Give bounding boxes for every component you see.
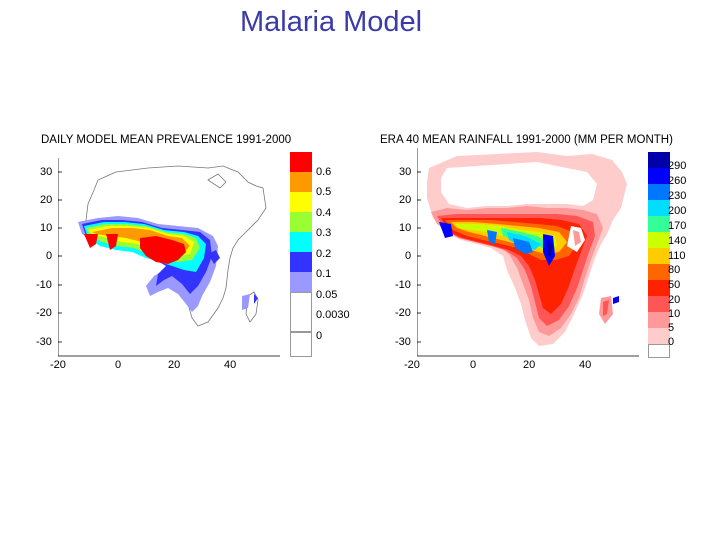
legend-swatch xyxy=(648,312,670,328)
legend-swatch xyxy=(648,152,670,168)
left-map-axes xyxy=(58,158,280,357)
left-y-tick: -30 xyxy=(36,336,52,348)
legend-label: 0 xyxy=(668,336,675,348)
legend-swatch xyxy=(290,332,312,357)
legend-label: 5 xyxy=(668,322,675,334)
legend-label: 50 xyxy=(668,279,681,291)
left-x-tick: 0 xyxy=(115,359,122,371)
legend-swatch xyxy=(648,296,670,312)
right-y-tick: -20 xyxy=(395,307,411,319)
legend-swatch xyxy=(290,152,312,172)
legend-label: 20 xyxy=(668,294,681,306)
left-x-tick: 40 xyxy=(224,359,237,371)
left-y-tick: 10 xyxy=(40,222,53,234)
right-map-title: ERA 40 MEAN RAINFALL 1991-2000 (MM PER M… xyxy=(380,134,673,146)
right-x-tick: 20 xyxy=(523,359,536,371)
legend-swatch xyxy=(290,192,312,212)
legend-label: 260 xyxy=(668,175,687,187)
legend-swatch xyxy=(648,232,670,248)
right-y-tick: 10 xyxy=(399,222,412,234)
legend-label: 230 xyxy=(668,190,687,202)
legend-swatch xyxy=(648,344,670,358)
left-y-tick: 0 xyxy=(46,250,53,262)
legend-label: 0.05 xyxy=(316,289,338,301)
legend-label: 0.5 xyxy=(316,186,332,198)
left-y-tick: -10 xyxy=(36,279,52,291)
legend-swatch xyxy=(290,252,312,272)
right-x-tick: 40 xyxy=(579,359,592,371)
legend-label: 290 xyxy=(668,160,687,172)
legend-swatch xyxy=(648,184,670,200)
legend-label: 140 xyxy=(668,235,687,247)
slide-title: Malaria Model xyxy=(240,6,423,38)
right-map-axes xyxy=(417,148,639,357)
legend-swatch xyxy=(290,292,312,332)
left-x-tick: -20 xyxy=(50,359,66,371)
left-y-tick: 20 xyxy=(40,194,53,206)
legend-swatch xyxy=(648,264,670,280)
right-map-plot xyxy=(417,148,639,357)
right-y-tick: -30 xyxy=(395,336,411,348)
legend-label: 80 xyxy=(668,264,681,276)
legend-swatch xyxy=(290,212,312,232)
legend-swatch xyxy=(290,172,312,192)
left-y-tick: 30 xyxy=(40,166,53,178)
legend-label: 110 xyxy=(668,250,686,262)
legend-swatch xyxy=(290,272,312,292)
legend-swatch xyxy=(648,280,670,296)
left-y-tick: -20 xyxy=(36,307,52,319)
left-map-plot xyxy=(58,158,280,357)
left-x-tick: 20 xyxy=(168,359,181,371)
right-x-tick: 0 xyxy=(470,359,477,371)
legend-label: 0.2 xyxy=(316,248,332,260)
right-y-tick: -10 xyxy=(395,279,411,291)
legend-swatch xyxy=(290,232,312,252)
legend-swatch xyxy=(648,248,670,264)
legend-swatch xyxy=(648,216,670,232)
legend-label: 0.6 xyxy=(316,166,332,178)
left-map-contours xyxy=(78,216,258,312)
legend-label: 170 xyxy=(668,220,687,232)
legend-swatch xyxy=(648,328,670,344)
legend-label: 0.0030 xyxy=(316,309,350,321)
legend-label: 200 xyxy=(668,205,687,217)
right-y-tick: 0 xyxy=(405,250,412,262)
left-map-title: DAILY MODEL MEAN PREVALENCE 1991-2000 xyxy=(41,134,292,146)
legend-label: 0.3 xyxy=(316,227,332,239)
legend-label: 10 xyxy=(668,308,681,320)
right-map-contours xyxy=(427,152,627,346)
legend-swatch xyxy=(648,200,670,216)
legend-swatch xyxy=(648,168,670,184)
right-y-tick: 30 xyxy=(399,166,412,178)
legend-label: 0.4 xyxy=(316,207,332,219)
legend-label: 0.1 xyxy=(316,268,332,280)
right-y-tick: 20 xyxy=(399,194,412,206)
right-x-tick: -20 xyxy=(404,359,420,371)
legend-label: 0 xyxy=(316,330,323,342)
